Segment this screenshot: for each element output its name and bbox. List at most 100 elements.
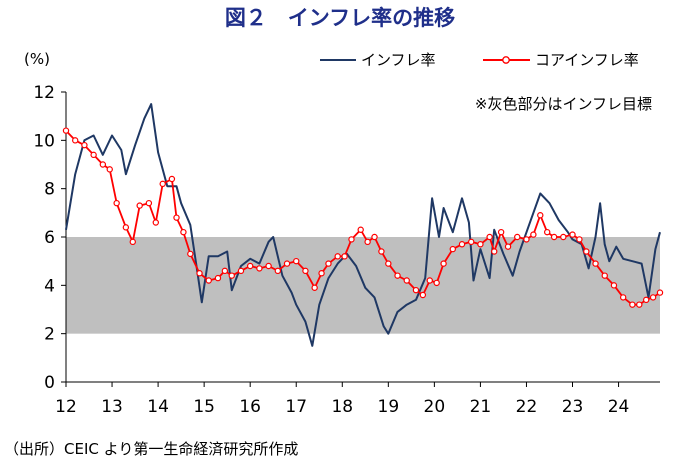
y-tick-label: 2 — [44, 325, 55, 345]
core-inflation-point — [196, 270, 203, 277]
source-note: （出所）CEIC より第一生命経済研究所作成 — [4, 440, 298, 458]
core-inflation-point — [256, 265, 263, 272]
y-tick-label: 12 — [33, 83, 55, 103]
target-band-note: ※灰色部分はインフレ目標 — [475, 95, 652, 113]
core-inflation-point — [152, 219, 159, 226]
legend-marker-core-inflation — [502, 56, 510, 64]
y-tick-label: 10 — [33, 131, 55, 151]
core-inflation-point — [385, 260, 392, 267]
core-inflation-point — [99, 161, 107, 168]
core-inflation-point — [610, 282, 618, 289]
y-tick-label: 6 — [44, 228, 55, 248]
core-inflation-point — [576, 236, 583, 243]
core-inflation-point — [449, 245, 456, 253]
core-inflation-point — [265, 262, 272, 270]
x-tick-label: 14 — [147, 397, 169, 417]
x-tick-label: 22 — [516, 397, 538, 417]
core-inflation-point — [514, 233, 521, 241]
core-inflation-point — [497, 228, 505, 236]
core-inflation-point — [601, 272, 608, 279]
x-tick-label: 18 — [331, 397, 353, 417]
core-inflation-point — [458, 241, 466, 248]
core-inflation-point — [341, 253, 348, 260]
y-tick-label: 4 — [44, 276, 55, 296]
core-inflation-point — [145, 199, 153, 207]
core-inflation-point — [433, 279, 440, 287]
core-inflation-point — [486, 233, 493, 241]
core-inflation-point — [656, 289, 664, 296]
core-inflation-point — [214, 274, 222, 282]
core-inflation-point — [530, 231, 537, 238]
x-tick-label: 12 — [55, 397, 77, 417]
x-tick-label: 16 — [239, 397, 261, 417]
core-inflation-point — [642, 296, 650, 304]
core-inflation-point — [274, 267, 282, 275]
core-inflation-point — [636, 301, 643, 308]
core-inflation-point — [168, 175, 176, 183]
core-inflation-point — [318, 270, 325, 277]
core-inflation-point — [106, 166, 113, 173]
core-inflation-point — [180, 228, 187, 236]
core-inflation-point — [619, 294, 627, 301]
x-tick-label: 19 — [378, 397, 400, 417]
series-line-inflation — [65, 103, 661, 347]
inflation-target-band — [66, 237, 660, 334]
legend-label-inflation: インフレ率 — [361, 51, 436, 69]
core-inflation-point — [246, 262, 254, 270]
x-tick-label: 15 — [193, 397, 215, 417]
y-axis-ticks: 0 2 4 6 8 10 12 — [33, 83, 66, 393]
core-inflation-point — [394, 272, 401, 279]
core-inflation-point — [468, 238, 475, 246]
core-inflation-point — [477, 241, 484, 248]
core-inflation-point — [523, 236, 530, 243]
core-inflation-point — [311, 284, 318, 291]
core-inflation-point — [440, 260, 447, 267]
legend: インフレ率 コアインフレ率 — [320, 51, 639, 69]
x-tick-label: 21 — [470, 397, 492, 417]
core-inflation-point — [378, 248, 385, 255]
core-inflation-point — [205, 277, 212, 284]
core-inflation-point — [173, 214, 180, 221]
core-inflation-point — [348, 236, 355, 243]
chart-title: 図２ インフレ率の推移 — [225, 6, 455, 30]
core-inflation-point — [302, 267, 309, 275]
series-group — [62, 103, 664, 347]
x-tick-label: 13 — [101, 397, 123, 417]
core-inflation-point — [592, 260, 599, 267]
core-inflation-point — [237, 267, 245, 275]
core-inflation-point — [221, 267, 229, 275]
core-inflation-point — [543, 228, 551, 236]
core-inflation-point — [537, 212, 544, 219]
x-tick-label: 17 — [285, 397, 307, 417]
core-inflation-point — [72, 137, 79, 144]
core-inflation-point — [334, 253, 341, 260]
core-inflation-point — [129, 238, 136, 246]
x-tick-label: 23 — [562, 397, 584, 417]
core-inflation-point — [136, 202, 143, 209]
core-inflation-point — [283, 260, 291, 267]
core-inflation-point — [122, 224, 130, 231]
core-inflation-point — [364, 238, 371, 246]
legend-label-core-inflation: コアインフレ率 — [535, 51, 639, 69]
core-inflation-point — [403, 277, 410, 284]
core-inflation-point — [113, 199, 120, 207]
core-inflation-point — [293, 257, 300, 265]
core-inflation-point — [159, 180, 166, 188]
core-inflation-point — [371, 233, 378, 241]
core-inflation-point — [629, 301, 636, 308]
core-inflation-point — [583, 248, 590, 255]
core-inflation-point — [62, 127, 70, 134]
core-inflation-point — [550, 233, 558, 241]
core-inflation-point — [228, 272, 235, 279]
core-inflation-point — [491, 248, 498, 255]
core-inflation-point — [419, 291, 427, 299]
core-inflation-point — [357, 226, 364, 233]
core-inflation-point — [412, 286, 420, 294]
x-tick-label: 24 — [608, 397, 630, 417]
core-inflation-point — [187, 250, 194, 258]
core-inflation-point — [81, 141, 88, 149]
core-inflation-point — [325, 260, 332, 267]
core-inflation-point — [560, 233, 567, 241]
core-inflation-point — [504, 243, 512, 250]
